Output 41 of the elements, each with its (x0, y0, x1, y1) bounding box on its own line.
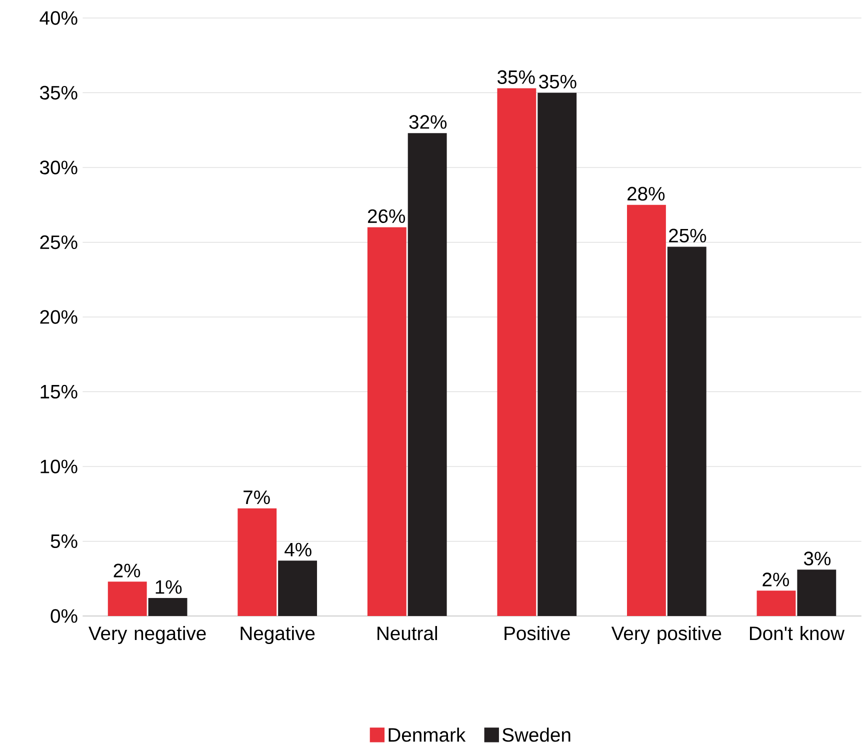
y-tick-label: 30% (40, 160, 78, 174)
y-tick-label: 25% (40, 235, 78, 250)
bar (756, 590, 796, 616)
x-tick-label: Neutral (378, 626, 437, 640)
bar (108, 582, 147, 616)
bar (626, 204, 666, 616)
bar (408, 133, 447, 616)
bar (797, 570, 836, 616)
data-label: 2% (762, 572, 789, 586)
bar (538, 92, 577, 616)
data-label: 26% (368, 209, 406, 224)
y-tick-label: 5% (50, 534, 78, 548)
bar (148, 598, 188, 616)
y-tick-label: 35% (40, 86, 78, 100)
bar (367, 227, 406, 616)
data-label: 35% (539, 74, 576, 88)
x-tick-label: Don't know (750, 626, 845, 640)
y-tick-label: 15% (40, 384, 78, 399)
data-label: 28% (628, 186, 665, 201)
legend-label: Denmark (388, 728, 466, 742)
data-label: 2% (114, 564, 140, 578)
data-label: 32% (409, 115, 447, 129)
bar (238, 508, 277, 616)
y-tick-label: 40% (40, 11, 78, 25)
y-tick-label: 0% (50, 609, 78, 623)
x-tick-label: Negative (240, 626, 315, 644)
x-tick-label: Very negative (88, 626, 206, 644)
y-tick-label: 20% (40, 310, 78, 324)
data-label: 25% (669, 228, 706, 242)
data-label: 1% (156, 580, 182, 594)
data-label: 35% (498, 70, 535, 84)
data-label: 3% (804, 552, 831, 566)
y-tick-label: 10% (40, 460, 78, 474)
data-label: 4% (284, 542, 312, 556)
data-label: 7% (244, 490, 270, 504)
bar (667, 246, 706, 616)
x-tick-label: Positive (504, 626, 570, 640)
legend-label: Sweden (502, 728, 570, 742)
x-tick-label: Very positive (611, 626, 722, 644)
bar (278, 560, 318, 616)
bar (497, 88, 536, 616)
